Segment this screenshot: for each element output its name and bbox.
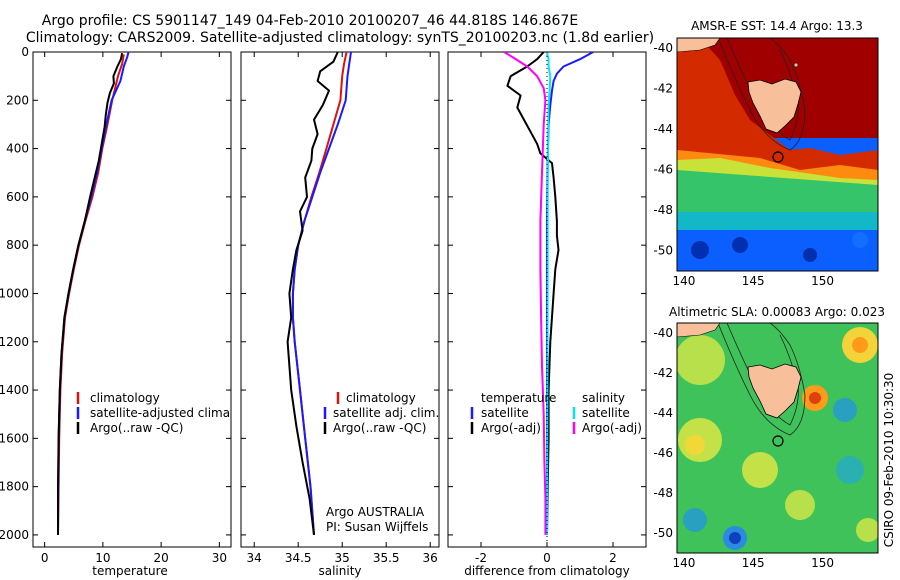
sla-map-xtick-label: 140: [672, 556, 695, 570]
salinity-xtick-label: 35: [335, 551, 350, 565]
salinity-legend-climatology: climatology: [346, 391, 416, 405]
difference-xlabel: difference from climatology: [464, 564, 630, 578]
temperature-legend-argo: Argo(..raw -QC): [90, 421, 183, 435]
salinity-xtick-label: 36: [423, 551, 438, 565]
sst-map-xtick-label: 140: [672, 274, 695, 288]
sst-map-frame: [676, 37, 879, 272]
temperature-ytick-label: 0: [21, 45, 29, 59]
difference-series-1: [506, 52, 560, 535]
temperature-ytick-label: 1200: [0, 335, 29, 349]
sla-map-ytick-label: -50: [653, 526, 673, 540]
figure-title-line2: Climatology: CARS2009. Satellite-adjuste…: [26, 30, 654, 46]
tasmania-landmass: [747, 78, 802, 134]
difference-legend: temperature satellite Argo(-adj) salinit…: [470, 391, 642, 435]
temperature-ytick-label: 400: [6, 142, 29, 156]
temperature-ytick-label: 200: [6, 93, 29, 107]
salinity-xtick-label: 34: [247, 551, 262, 565]
difference-legend-temperature-header: temperature: [481, 391, 556, 405]
difference-legend-temp-argo: Argo(-adj): [481, 421, 541, 435]
sst-argo-marker: [772, 151, 784, 163]
temperature-xtick-label: 10: [95, 551, 110, 565]
side-timestamp-label: CSIRO 09-Feb-2010 10:30:30: [882, 373, 896, 548]
salinity-series-2: [286, 52, 339, 536]
sst-map-ytick-label: -40: [653, 41, 673, 55]
temperature-ytick-label: 1000: [0, 286, 29, 300]
sla-map-xtick-label: 150: [811, 556, 834, 570]
difference-xtick-label: 0: [543, 551, 551, 565]
temperature-xtick-label: 0: [41, 551, 49, 565]
sst-map-title: AMSR-E SST: 14.4 Argo: 13.3: [691, 19, 863, 33]
sst-map-xtick-label: 150: [811, 274, 834, 288]
sla-map-ytick-label: -46: [653, 446, 673, 460]
sla-map-title: Altimetric SLA: 0.00083 Argo: 0.023: [669, 305, 885, 319]
salinity-plot-frame: [240, 51, 440, 548]
sla-map-frame: [676, 322, 879, 554]
difference-legend-temp-satellite: satellite: [481, 406, 529, 420]
sla-map-ytick-label: -48: [653, 486, 673, 500]
salinity-xlabel: salinity: [318, 564, 361, 578]
sst-map-xtick-label: 145: [742, 274, 765, 288]
figure-title-line1: Argo profile: CS 5901147_149 04-Feb-2010…: [42, 13, 578, 29]
difference-legend-sal-satellite: satellite: [582, 406, 630, 420]
temperature-legend-climatology: climatology: [90, 391, 160, 405]
difference-legend-sal-argo: Argo(-adj): [582, 421, 642, 435]
sst-map-ytick-label: -48: [653, 203, 673, 217]
temperature-legend-satellite: satellite-adjusted climatology: [90, 406, 268, 420]
salinity-legend: climatology satellite adj. clim. Argo(..…: [323, 391, 439, 435]
temperature-xtick-label: 20: [153, 551, 168, 565]
difference-series-3: [503, 52, 547, 535]
sla-map-ytick-label: -44: [653, 406, 673, 420]
temperature-xtick-label: 30: [212, 551, 227, 565]
temperature-ytick-label: 600: [6, 190, 29, 204]
difference-series-2: [546, 52, 552, 535]
temperature-ytick-label: 1800: [0, 480, 29, 494]
salinity-xtick-label: 35.5: [373, 551, 400, 565]
sst-map-ytick-label: -44: [653, 122, 673, 136]
salinity-annotation-line1: Argo AUSTRALIA: [326, 505, 425, 519]
difference-xtick-label: -2: [475, 551, 487, 565]
temperature-ytick-label: 2000: [0, 528, 29, 542]
temperature-legend: climatology satellite-adjusted climatolo…: [76, 391, 268, 435]
difference-xtick-label: 2: [609, 551, 617, 565]
sla-map-xtick-label: 145: [742, 556, 765, 570]
salinity-legend-satellite: satellite adj. clim.: [333, 406, 439, 420]
sst-map-ytick-label: -42: [653, 82, 673, 96]
tasmania-landmass-2: [747, 363, 802, 419]
sst-map-ytick-label: -50: [653, 244, 673, 258]
temperature-xlabel: temperature: [92, 564, 167, 578]
sst-map: [677, 38, 878, 271]
temperature-series-2: [57, 53, 124, 535]
difference-legend-salinity-header: salinity: [582, 391, 625, 405]
temperature-ytick-label: 1600: [0, 431, 29, 445]
salinity-legend-argo: Argo(..raw -QC): [333, 421, 426, 435]
temperature-ytick-label: 800: [6, 238, 29, 252]
sla-argo-marker: [772, 435, 784, 447]
sla-map: [677, 323, 878, 553]
temperature-ytick-label: 1400: [0, 383, 29, 397]
salinity-annotation-line2: PI: Susan Wijffels: [326, 520, 428, 534]
sla-map-ytick-label: -40: [653, 326, 673, 340]
sla-map-ytick-label: -42: [653, 366, 673, 380]
salinity-xtick-label: 34.5: [285, 551, 312, 565]
temperature-plot-frame: [32, 51, 232, 548]
sst-map-ytick-label: -46: [653, 163, 673, 177]
